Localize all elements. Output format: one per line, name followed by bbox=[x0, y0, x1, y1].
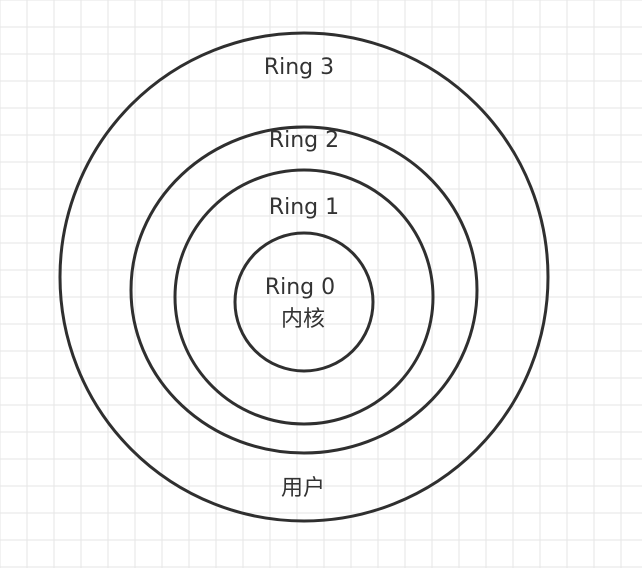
ring-2-circle bbox=[129, 125, 479, 455]
ring-0-circle bbox=[233, 231, 375, 373]
ring-1-label: Ring 1 bbox=[269, 195, 339, 220]
ring-1-circle bbox=[173, 168, 435, 426]
kernel-label: 内核 bbox=[281, 307, 325, 332]
ring-3-label: Ring 3 bbox=[264, 55, 334, 80]
user-label: 用户 bbox=[281, 476, 325, 501]
ring-0-label: Ring 0 bbox=[265, 275, 335, 300]
ring-2-label: Ring 2 bbox=[269, 128, 339, 153]
ring-3-circle bbox=[58, 31, 550, 523]
